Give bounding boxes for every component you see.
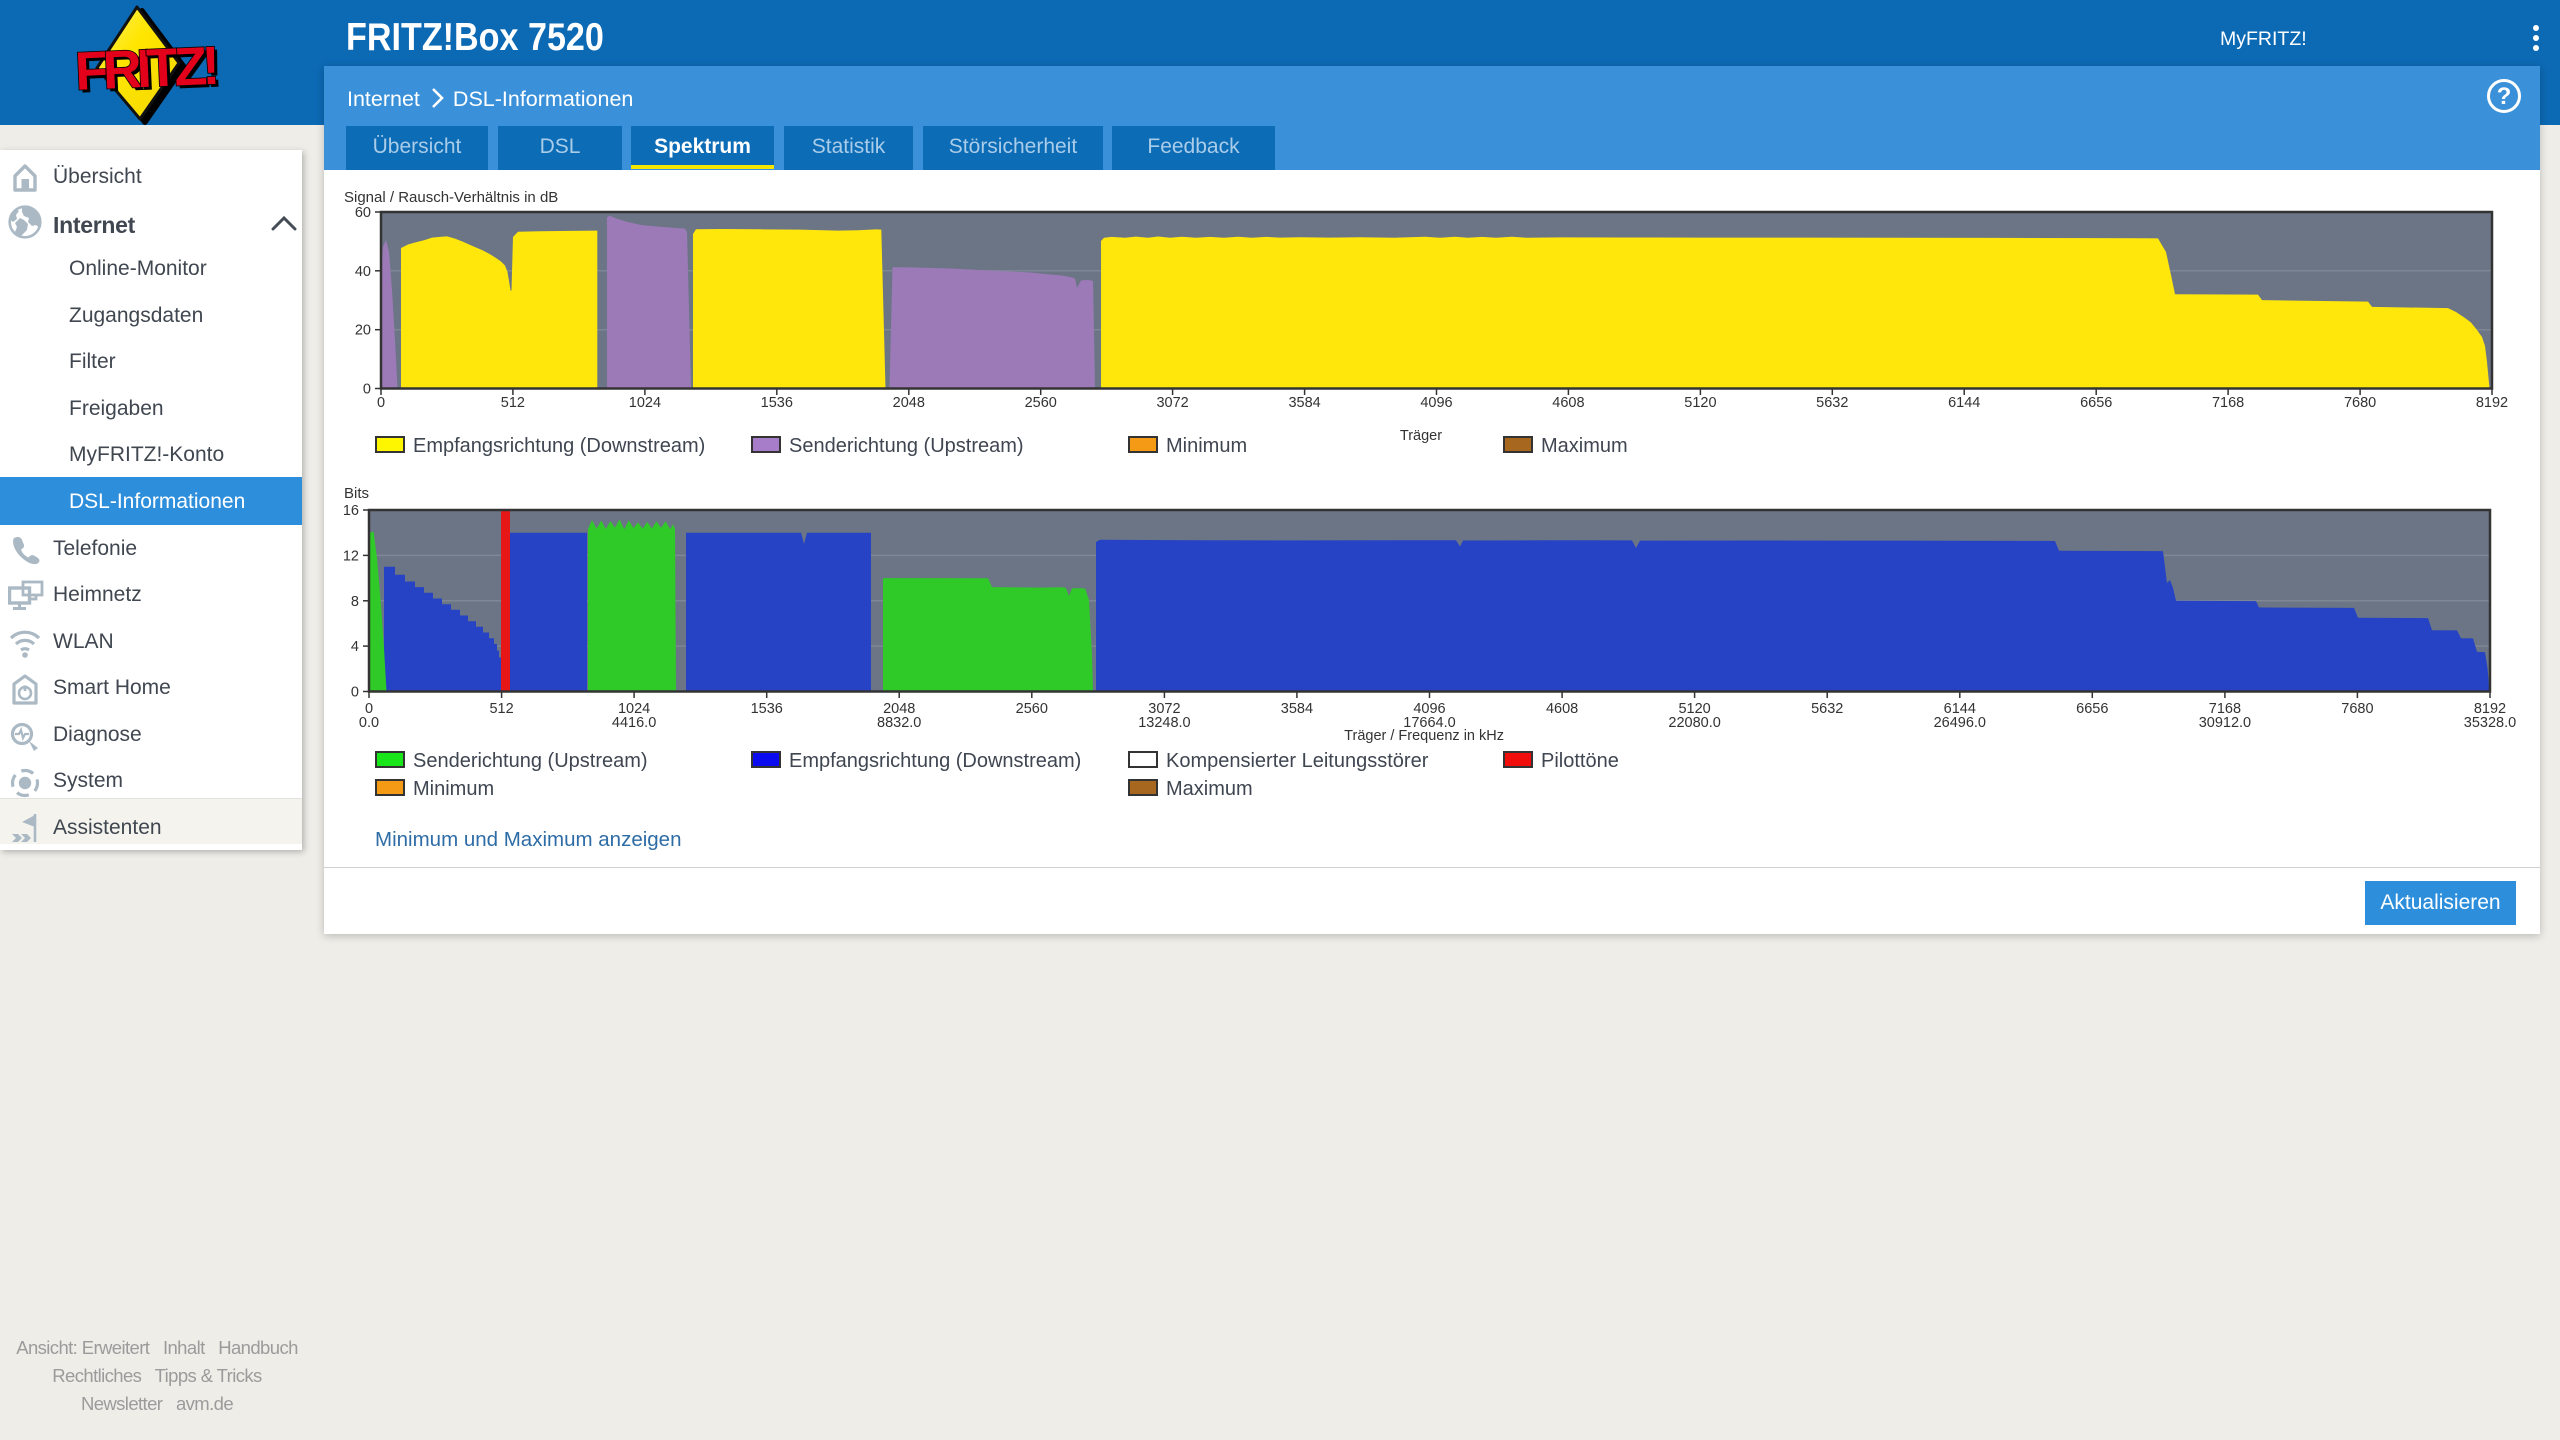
svg-text:2560: 2560 bbox=[1016, 701, 1048, 717]
svg-text:FRITZ!: FRITZ! bbox=[77, 39, 223, 105]
svg-text:8192: 8192 bbox=[2476, 395, 2508, 411]
svg-text:20: 20 bbox=[355, 323, 371, 339]
svg-text:FRITZ!: FRITZ! bbox=[74, 36, 220, 102]
svg-text:60: 60 bbox=[355, 205, 371, 221]
svg-text:4096: 4096 bbox=[1420, 395, 1452, 411]
svg-text:6144: 6144 bbox=[1948, 395, 1980, 411]
svg-text:1536: 1536 bbox=[751, 701, 783, 717]
svg-text:0: 0 bbox=[365, 701, 373, 717]
svg-text:Signal / Rausch-Verhältnis in: Signal / Rausch-Verhältnis in dB bbox=[344, 189, 558, 206]
svg-text:3584: 3584 bbox=[1281, 701, 1313, 717]
svg-text:5632: 5632 bbox=[1816, 395, 1848, 411]
svg-text:30912.0: 30912.0 bbox=[2199, 715, 2251, 731]
svg-text:4: 4 bbox=[351, 639, 359, 655]
svg-text:4608: 4608 bbox=[1546, 701, 1578, 717]
svg-text:8192: 8192 bbox=[2474, 701, 2506, 717]
svg-text:5632: 5632 bbox=[1811, 701, 1843, 717]
svg-text:3584: 3584 bbox=[1288, 395, 1320, 411]
svg-text:7680: 7680 bbox=[2341, 701, 2373, 717]
svg-text:22080.0: 22080.0 bbox=[1668, 715, 1720, 731]
svg-text:26496.0: 26496.0 bbox=[1934, 715, 1986, 731]
svg-text:0: 0 bbox=[377, 395, 385, 411]
svg-text:0: 0 bbox=[351, 685, 359, 701]
svg-text:Träger / Frequenz in kHz: Träger / Frequenz in kHz bbox=[1344, 728, 1504, 744]
svg-text:7680: 7680 bbox=[2344, 395, 2376, 411]
svg-text:0: 0 bbox=[363, 382, 371, 398]
svg-text:Bits: Bits bbox=[344, 485, 369, 502]
svg-text:5120: 5120 bbox=[1678, 701, 1710, 717]
svg-text:12: 12 bbox=[343, 548, 359, 564]
svg-text:13248.0: 13248.0 bbox=[1138, 715, 1190, 731]
svg-text:17664.0: 17664.0 bbox=[1403, 715, 1455, 731]
svg-text:1024: 1024 bbox=[629, 395, 661, 411]
svg-text:8: 8 bbox=[351, 594, 359, 610]
svg-text:6144: 6144 bbox=[1944, 701, 1976, 717]
svg-text:2048: 2048 bbox=[883, 701, 915, 717]
svg-text:3072: 3072 bbox=[1156, 395, 1188, 411]
svg-text:512: 512 bbox=[501, 395, 525, 411]
svg-text:16: 16 bbox=[343, 503, 359, 519]
svg-text:7168: 7168 bbox=[2209, 701, 2241, 717]
svg-text:6656: 6656 bbox=[2076, 701, 2108, 717]
svg-text:0.0: 0.0 bbox=[359, 715, 379, 731]
svg-text:Träger: Träger bbox=[1400, 428, 1442, 444]
svg-text:1024: 1024 bbox=[618, 701, 650, 717]
svg-text:4416.0: 4416.0 bbox=[612, 715, 656, 731]
svg-text:5120: 5120 bbox=[1684, 395, 1716, 411]
svg-text:35328.0: 35328.0 bbox=[2464, 715, 2516, 731]
svg-text:1536: 1536 bbox=[761, 395, 793, 411]
svg-text:512: 512 bbox=[489, 701, 513, 717]
svg-text:6656: 6656 bbox=[2080, 395, 2112, 411]
svg-text:3072: 3072 bbox=[1148, 701, 1180, 717]
svg-text:40: 40 bbox=[355, 264, 371, 280]
svg-text:4096: 4096 bbox=[1413, 701, 1445, 717]
svg-text:7168: 7168 bbox=[2212, 395, 2244, 411]
svg-text:2560: 2560 bbox=[1025, 395, 1057, 411]
svg-text:8832.0: 8832.0 bbox=[877, 715, 921, 731]
svg-text:2048: 2048 bbox=[893, 395, 925, 411]
svg-text:4608: 4608 bbox=[1552, 395, 1584, 411]
